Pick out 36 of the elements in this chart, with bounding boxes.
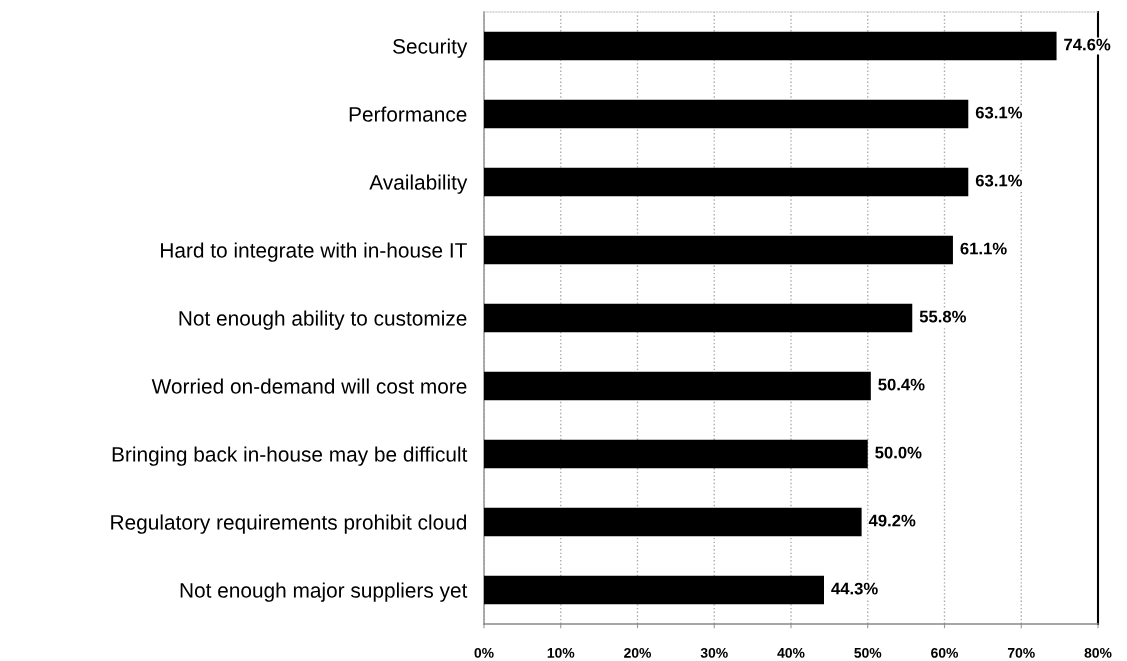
data-label: 63.1% (975, 174, 1023, 187)
x-tick-label: 30% (700, 647, 728, 658)
y-tick-label: Security (393, 38, 468, 58)
y-tick-label: Not enough major suppliers yet (180, 582, 468, 602)
data-label: 49.2% (868, 514, 916, 527)
data-label: 44.3% (831, 582, 878, 595)
x-tick-label: 50% (854, 647, 882, 658)
bar (484, 167, 969, 197)
bar (484, 439, 868, 469)
y-tick-label: Worried on-demand will cost more (151, 378, 467, 394)
data-label: 61.1% (960, 242, 1007, 255)
data-label: 63.1% (975, 106, 1023, 119)
bar (484, 303, 913, 333)
data-label: 50.4% (878, 378, 925, 391)
x-tick-label: 70% (1007, 647, 1035, 658)
y-tick-label: Performance (349, 106, 467, 122)
y-tick-label: Not enough ability to customize (179, 310, 467, 330)
y-tick-label: Availability (369, 174, 468, 194)
bar (484, 575, 824, 605)
bar (484, 31, 1057, 61)
y-tick-label: Regulatory requirements prohibit cloud (111, 514, 467, 534)
bar (484, 235, 953, 265)
x-tick-label: 60% (931, 647, 959, 658)
data-label: 55.8% (919, 310, 967, 323)
x-tick-label: 0% (474, 647, 494, 658)
y-tick-label: Bringing back in-house may be difficult (112, 446, 468, 466)
bar (484, 99, 969, 129)
y-tick-label: Hard to integrate with in-house IT (161, 242, 467, 262)
bar (484, 371, 871, 401)
data-label: 74.6% (1064, 38, 1111, 51)
bar (484, 507, 862, 537)
x-tick-label: 20% (624, 647, 652, 658)
x-tick-label: 40% (777, 647, 805, 658)
x-tick-label: 10% (547, 647, 575, 658)
x-tick-label: 80% (1084, 647, 1112, 658)
data-label: 50.0% (875, 446, 922, 459)
